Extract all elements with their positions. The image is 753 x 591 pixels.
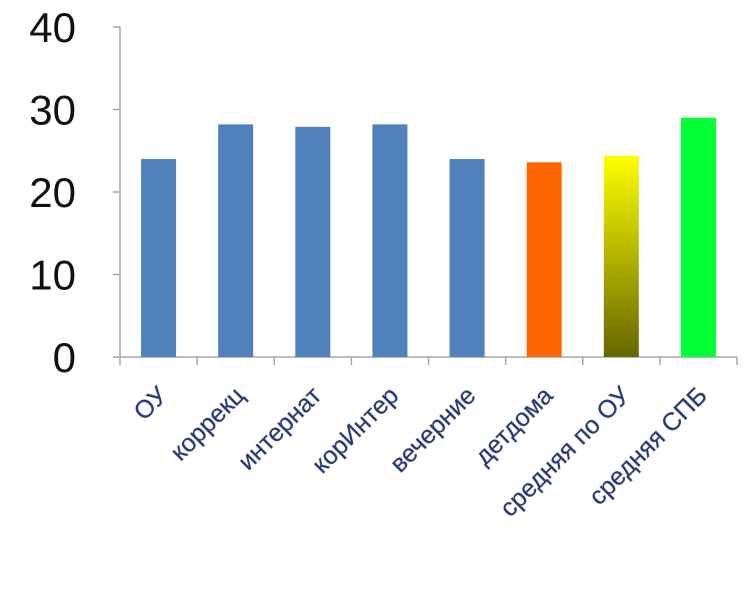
- bar-2: [218, 124, 254, 357]
- y-tick-label: 20: [29, 169, 76, 216]
- x-tick-label: вечерние: [385, 381, 482, 478]
- y-tick-label: 40: [29, 4, 76, 51]
- y-tick-label: 30: [29, 87, 76, 134]
- x-tick-label: ОУ: [128, 381, 172, 425]
- y-axis-ticks: 0 10 20 30 40: [29, 4, 120, 381]
- bar-1: [141, 159, 177, 357]
- x-tick-label: средняя по ОУ: [495, 381, 636, 522]
- bar-5: [449, 159, 485, 357]
- axes: [119, 27, 738, 365]
- bar-7: [603, 155, 639, 357]
- bar-3: [295, 126, 331, 357]
- x-axis-labels: ОУкоррекцинтернаткорИнтервечерниедетдома…: [128, 381, 713, 523]
- bar-8: [680, 117, 716, 357]
- y-tick-label: 0: [53, 334, 76, 381]
- bars: [141, 117, 716, 357]
- bar-4: [372, 124, 408, 357]
- bar-6: [526, 162, 562, 357]
- y-tick-label: 10: [29, 252, 76, 299]
